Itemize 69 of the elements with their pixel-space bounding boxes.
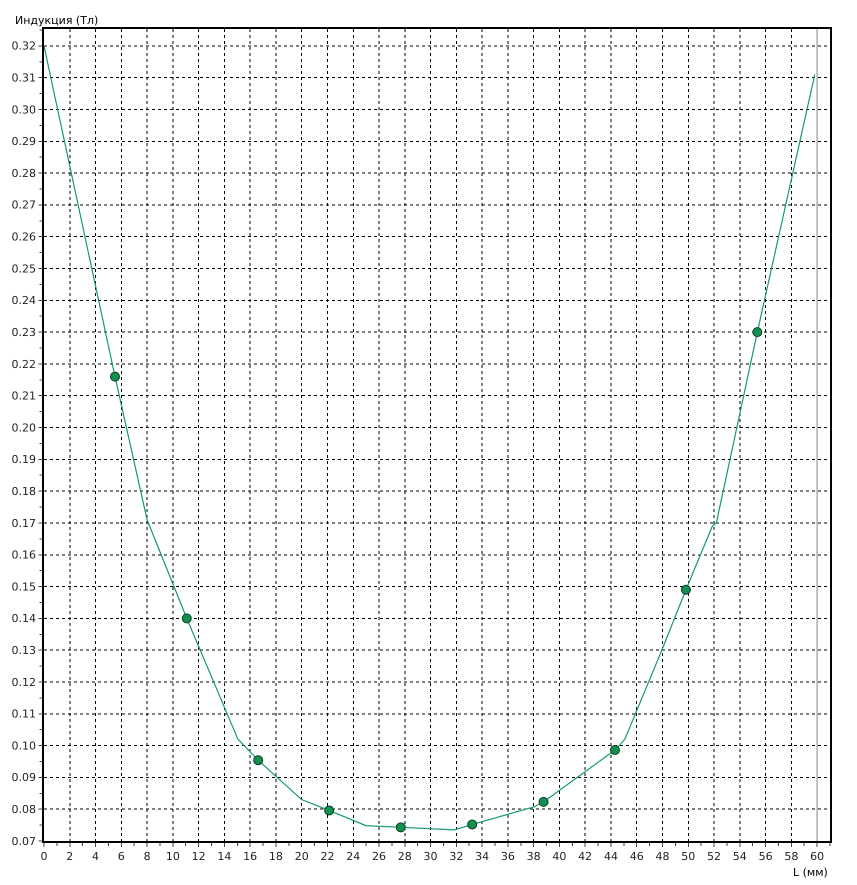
x-tick-label: 26 bbox=[372, 850, 386, 863]
y-tick-label: 0.24 bbox=[12, 294, 36, 308]
y-tick-label: 0.28 bbox=[12, 166, 36, 180]
x-tick-label: 54 bbox=[732, 850, 747, 863]
y-tick-label: 0.13 bbox=[12, 644, 36, 658]
point bbox=[467, 819, 478, 830]
point bbox=[680, 584, 691, 595]
x-tick-label: 4 bbox=[92, 850, 100, 863]
y-tick-label: 0.10 bbox=[12, 739, 36, 752]
point bbox=[752, 327, 762, 338]
x-tick-label: 46 bbox=[630, 850, 644, 863]
y-tick-label: 0.07 bbox=[12, 834, 36, 848]
y-tick-label: 0.14 bbox=[12, 612, 36, 626]
point bbox=[610, 745, 620, 756]
y-tick-label: 0.18 bbox=[12, 484, 36, 498]
x-tick-label: 6 bbox=[118, 850, 125, 863]
x-tick-label: 42 bbox=[578, 850, 592, 863]
x-tick-label: 8 bbox=[144, 850, 151, 863]
x-tick-label: 22 bbox=[320, 850, 334, 863]
x-tick-label: 18 bbox=[268, 850, 283, 863]
y-tick-label: 0.20 bbox=[12, 421, 36, 434]
y-tick-label: 0.32 bbox=[12, 40, 36, 53]
y-tick-label: 0.12 bbox=[12, 676, 36, 689]
x-tick-label: 12 bbox=[192, 850, 206, 863]
y-tick-label: 0.21 bbox=[12, 390, 36, 403]
y-tick-label: 0.17 bbox=[12, 516, 36, 530]
x-tick-label: 0 bbox=[40, 850, 48, 863]
x-tick-label: 10 bbox=[166, 850, 180, 863]
x-tick-label: 36 bbox=[500, 850, 515, 863]
x-tick-label: 20 bbox=[294, 850, 309, 863]
x-tick-label: 38 bbox=[526, 850, 541, 863]
x-tick-label: 2 bbox=[66, 850, 74, 863]
point bbox=[538, 796, 549, 807]
y-tick-label: 0.19 bbox=[12, 453, 36, 466]
point bbox=[324, 805, 334, 816]
point bbox=[110, 372, 120, 382]
x-tick-label: 48 bbox=[655, 850, 670, 863]
y-tick-label: 0.23 bbox=[12, 326, 36, 339]
y-tick-label: 0.29 bbox=[12, 135, 36, 148]
y-tick-label: 0.15 bbox=[12, 580, 36, 594]
x-tick-label: 50 bbox=[681, 850, 696, 863]
y-tick-label: 0.31 bbox=[12, 72, 36, 85]
point bbox=[182, 613, 192, 624]
x-tick-label: 30 bbox=[424, 850, 438, 863]
y-tick-label: 0.27 bbox=[12, 198, 36, 212]
x-tick-label: 16 bbox=[243, 850, 258, 863]
x-tick-label: 32 bbox=[449, 850, 464, 863]
x-tick-label: 14 bbox=[217, 850, 232, 863]
y-tick-label: 0.30 bbox=[12, 103, 36, 116]
x-tick-label: 58 bbox=[784, 850, 798, 863]
x-tick-label: 34 bbox=[475, 850, 490, 863]
y-tick-label: 0.11 bbox=[12, 708, 36, 721]
x-tick-label: 56 bbox=[758, 850, 773, 863]
x-tick-label: 28 bbox=[398, 850, 412, 863]
y-tick-label: 0.16 bbox=[12, 548, 36, 562]
y-tick-label: 0.09 bbox=[12, 771, 36, 784]
x-tick-label: 24 bbox=[346, 850, 360, 863]
point bbox=[396, 822, 406, 832]
y-tick-label: 0.25 bbox=[12, 262, 36, 276]
x-tick-label: 40 bbox=[552, 850, 566, 863]
x-axis-title: L (мм) bbox=[793, 866, 828, 879]
x-tick-label: 44 bbox=[604, 850, 618, 863]
x-tick-label: 60 bbox=[810, 850, 824, 863]
y-tick-label: 0.22 bbox=[12, 358, 36, 371]
x-tick-label: 52 bbox=[707, 850, 722, 863]
y-tick-label: 0.08 bbox=[12, 803, 36, 816]
y-tick-label: 0.26 bbox=[12, 230, 36, 244]
point bbox=[253, 755, 264, 766]
y-axis-title: Индукция (Тл) bbox=[15, 14, 98, 27]
